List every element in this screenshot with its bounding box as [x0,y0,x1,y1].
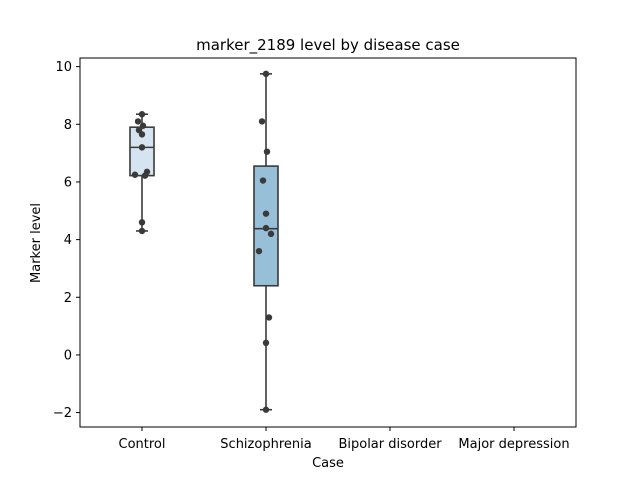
y-tick-label: 8 [64,118,72,133]
y-tick-label: 10 [55,60,72,75]
chart-title: marker_2189 level by disease case [196,36,460,55]
data-point [262,210,270,217]
box-group-control [129,111,155,235]
y-tick-label: 6 [64,175,72,190]
data-point [259,177,267,184]
y-tick-label: 4 [64,233,72,248]
box-group-schizophrenia [253,70,279,413]
data-point [265,314,273,321]
data-point [138,144,146,151]
data-point [255,247,263,255]
plot-frame [79,57,577,428]
data-point [134,118,142,125]
data-point [139,122,147,129]
data-point [138,219,146,226]
data-point [262,70,270,78]
y-tick-label: 2 [64,291,72,306]
data-point [141,172,149,179]
plot-content [129,70,279,413]
x-axis: Control Schizophrenia Bipolar disorder Majo… [119,427,570,452]
x-tick-label: Control [119,437,166,452]
data-point [138,111,146,118]
data-point [262,339,270,347]
data-point [258,118,266,125]
data-point [131,171,139,178]
x-tick-label: Major depression [458,437,569,452]
data-point [267,230,275,238]
y-axis: −2 0 2 4 6 8 10 [53,60,80,421]
y-tick-label: −2 [53,406,72,421]
y-tick-label: 0 [64,348,72,363]
y-axis-label: Marker level [29,203,44,283]
data-point [262,224,270,232]
data-point [262,406,270,413]
x-axis-label: Case [312,456,344,471]
x-tick-label: Schizophrenia [220,437,311,452]
data-point [263,148,271,155]
data-point [138,131,146,138]
x-tick-label: Bipolar disorder [338,437,442,452]
data-point [138,227,146,235]
